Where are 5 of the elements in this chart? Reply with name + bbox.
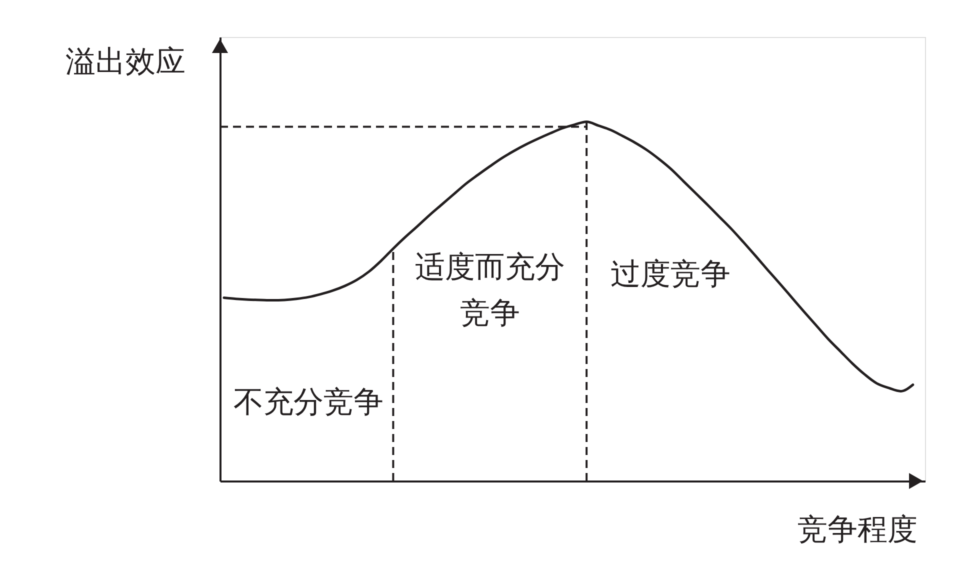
x-axis-title: 竞争程度 — [798, 512, 918, 548]
y-axis-title: 溢出效应 — [66, 44, 186, 80]
annotation: 过度竞争 — [610, 256, 731, 292]
annotation: 不充分竞争 — [234, 384, 384, 420]
annotation: 适度而充分竞争 — [414, 250, 565, 332]
